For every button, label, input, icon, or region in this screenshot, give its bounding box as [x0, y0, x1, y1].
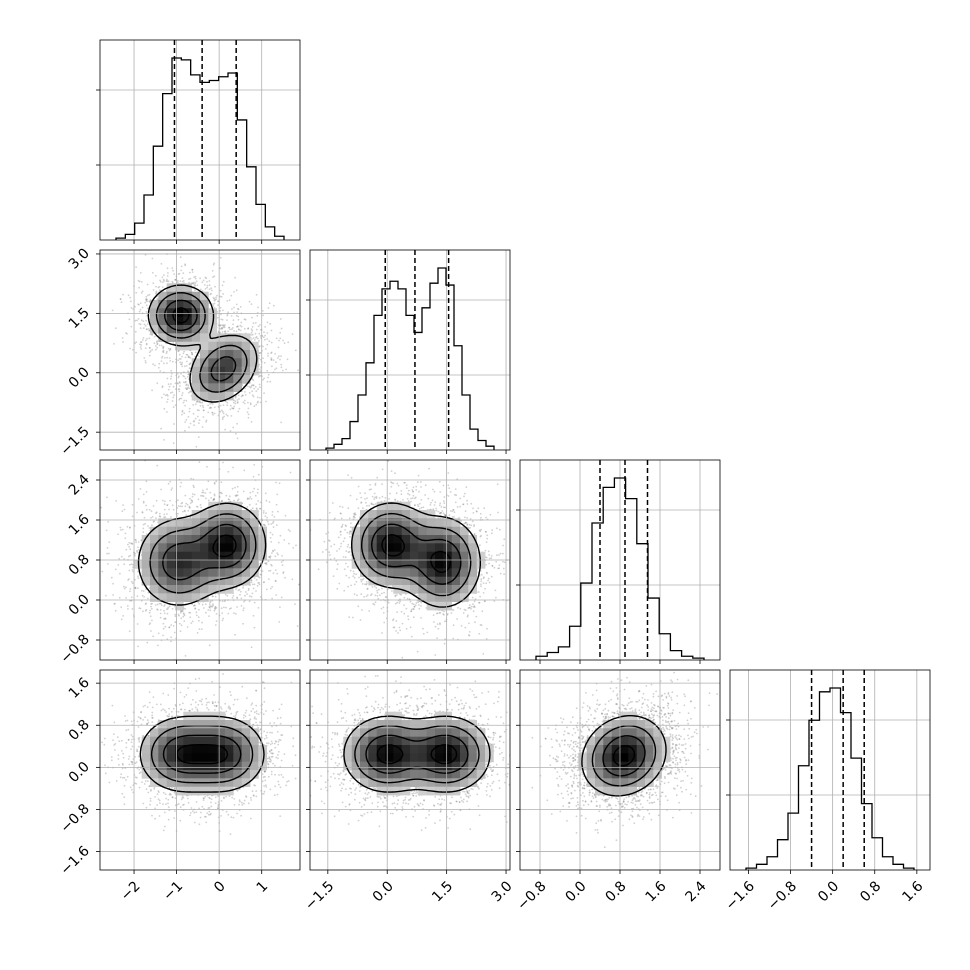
- x-tick-label: −1.5: [302, 878, 337, 913]
- y-tick-label: 1.5: [66, 305, 93, 332]
- grid-2-1: [310, 460, 510, 660]
- scatter-frame-3-0-frame: [99, 669, 301, 871]
- contour-level-1: [164, 299, 237, 382]
- x-tick-label: 2.4: [683, 878, 710, 905]
- x-tick-label: 1.6: [899, 878, 926, 905]
- x-tick-label: −0.8: [514, 878, 549, 913]
- x-tick-label: 0.8: [603, 878, 630, 905]
- x-tick-label: 1.5: [429, 878, 456, 905]
- x-tick-label: −1.6: [723, 878, 758, 913]
- x-tick-label: −1: [160, 878, 186, 904]
- grid-3-1: [310, 670, 510, 870]
- contour-level-2: [354, 725, 480, 784]
- contour-level-3: [351, 502, 481, 608]
- x-tick-label: 0.0: [815, 878, 842, 905]
- contour-level-3: [147, 284, 258, 403]
- hist-panel-0-frame: [99, 39, 301, 241]
- grid-2-2: [520, 460, 720, 660]
- contour-level-1: [162, 523, 247, 581]
- grid-3-0: [100, 670, 300, 870]
- contour-level-0: [381, 534, 452, 573]
- y-tick-label: 0.8: [66, 717, 93, 744]
- contour-level-0: [376, 744, 458, 765]
- y-tick-label: 1.6: [66, 511, 93, 538]
- contour-level-2: [149, 513, 257, 594]
- y-tick-label: 0.0: [66, 592, 93, 619]
- scatter-panel-1-0: [111, 250, 299, 448]
- contour-level-1: [602, 735, 646, 777]
- contour-level-0: [212, 534, 237, 558]
- y-tick-label: −1.5: [57, 424, 92, 459]
- y-tick-label: −0.8: [57, 801, 92, 836]
- y-tick-label: −1.6: [57, 843, 92, 878]
- hist-panel-1-frame: [309, 249, 511, 451]
- histogram-3: [745, 687, 915, 870]
- scatter-panel-2-0: [100, 460, 300, 660]
- x-tick-label: 0.8: [857, 878, 884, 905]
- scatter-frame-1-0-frame: [99, 249, 301, 451]
- y-tick-label: 0.0: [66, 364, 93, 391]
- grid-1-0: [100, 250, 300, 450]
- density-cells: [150, 283, 259, 401]
- x-tick-label: 1.6: [643, 878, 670, 905]
- y-tick-label: 3.0: [66, 245, 93, 272]
- y-tick-label: −0.8: [57, 632, 92, 667]
- scatter-frame-2-0-frame: [99, 459, 301, 661]
- y-tick-label: 0.0: [66, 759, 93, 786]
- y-tick-label: 1.6: [66, 675, 93, 702]
- x-tick-label: 3.0: [489, 878, 516, 905]
- x-tick-label: −2: [118, 878, 144, 904]
- grid-2-0: [100, 460, 300, 660]
- scatter-panel-2-1: [310, 460, 510, 659]
- y-tick-label: 2.4: [66, 471, 93, 498]
- histogram-1: [325, 267, 495, 450]
- y-tick-label: 0.8: [66, 552, 93, 579]
- contour-level-1: [371, 523, 462, 585]
- hist-panel-3-frame: [729, 669, 931, 871]
- x-tick-label: 0.0: [370, 878, 397, 905]
- histogram-0: [115, 57, 285, 240]
- grid-1-1: [310, 250, 510, 450]
- histogram-2: [535, 477, 705, 660]
- contour-level-3: [139, 715, 265, 793]
- x-tick-label: 0.0: [563, 878, 590, 905]
- scatter-panel-3-0: [100, 673, 297, 835]
- contour-level-2: [591, 725, 657, 787]
- scatter-frame-3-2-frame: [519, 669, 721, 871]
- hist-panel-2-frame: [519, 459, 721, 661]
- scatter-panel-3-1: [310, 670, 510, 831]
- x-tick-label: 0: [211, 878, 229, 896]
- grid-3-2: [520, 670, 720, 870]
- scatter-frame-2-1-frame: [309, 459, 511, 661]
- x-tick-label: −0.8: [765, 878, 800, 913]
- contour-level-3: [343, 715, 491, 793]
- grid-3-3: [730, 670, 930, 870]
- grid-0-0: [100, 40, 300, 240]
- density-cells: [578, 711, 671, 796]
- contour-level-2: [155, 292, 248, 393]
- scatter-panel-3-2: [531, 671, 718, 849]
- contour-level-0: [176, 744, 229, 765]
- x-tick-label: 1: [254, 878, 272, 896]
- density-cells: [141, 711, 267, 796]
- scatter-frame-3-1-frame: [309, 669, 511, 871]
